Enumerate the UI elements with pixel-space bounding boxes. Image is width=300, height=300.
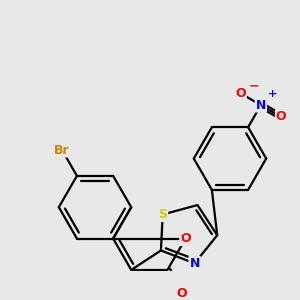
Text: O: O [235, 87, 246, 100]
Text: O: O [276, 110, 286, 123]
Text: S: S [158, 208, 167, 221]
Text: N: N [189, 257, 200, 270]
Text: O: O [180, 232, 191, 245]
Text: N: N [256, 99, 266, 112]
Text: Br: Br [54, 143, 70, 157]
Text: −: − [248, 79, 259, 92]
Text: +: + [268, 88, 278, 99]
Text: O: O [176, 287, 187, 300]
